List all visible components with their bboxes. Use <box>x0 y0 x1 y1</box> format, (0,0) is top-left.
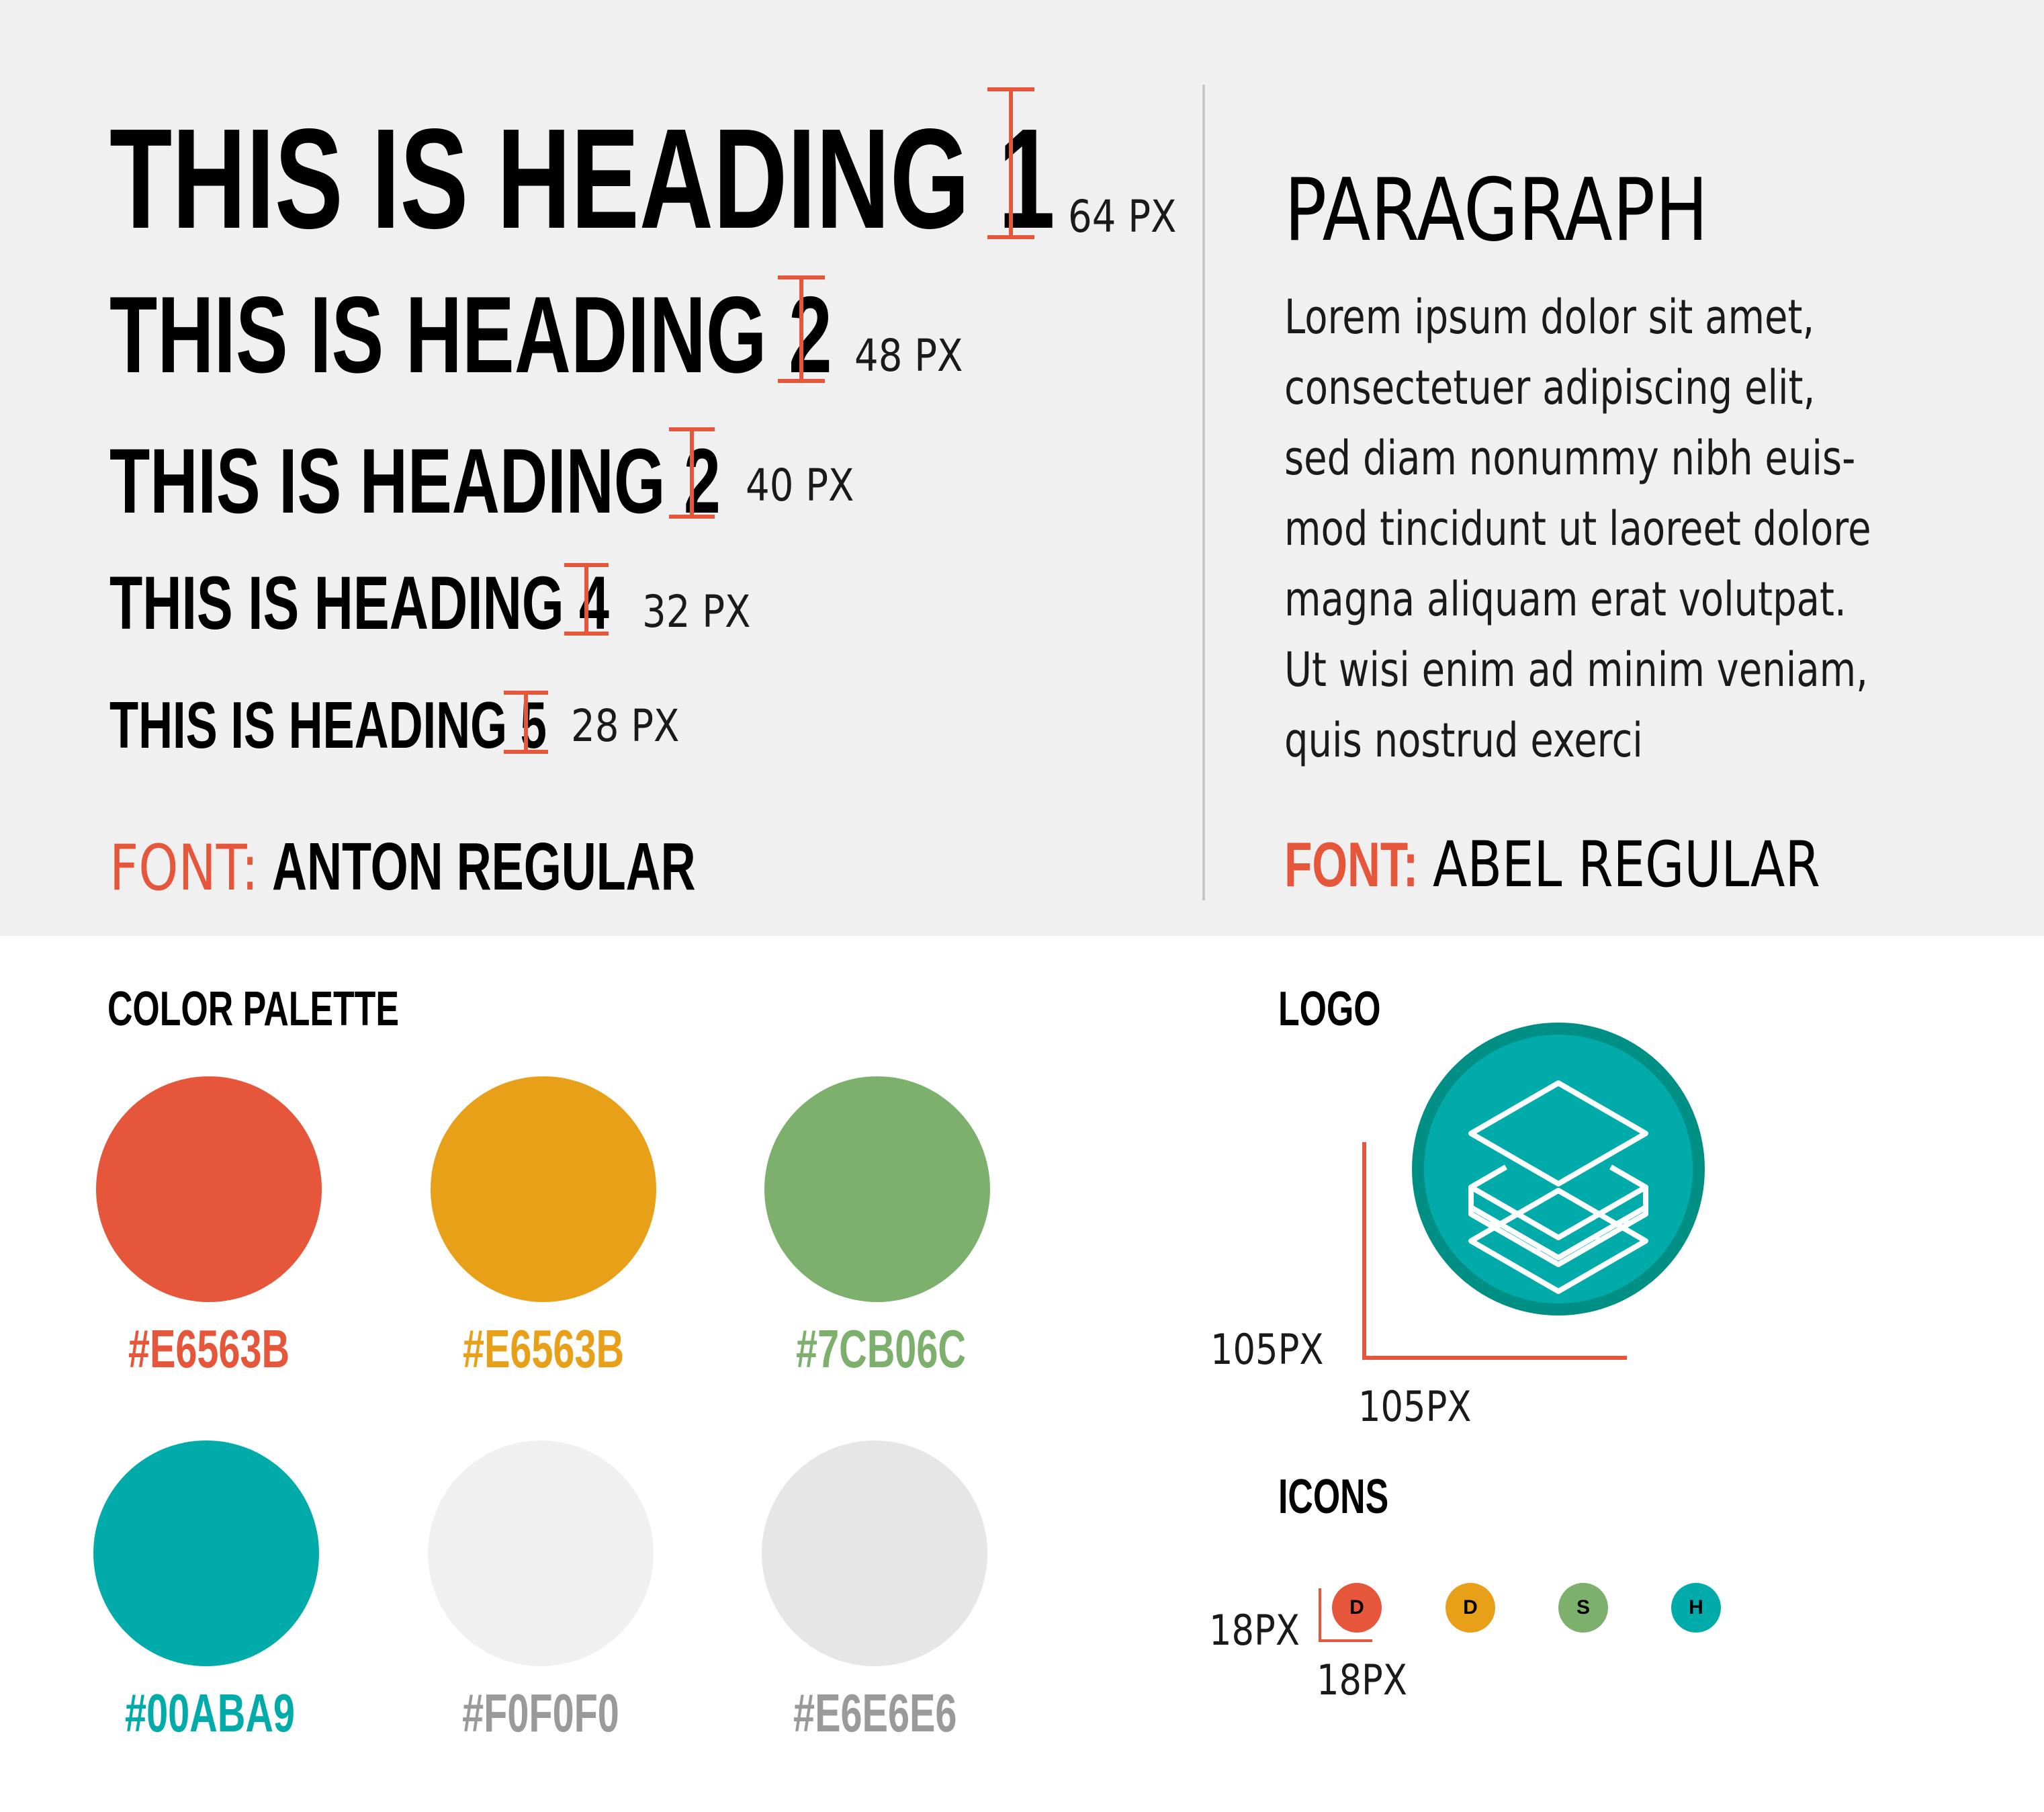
heading-1-size-label: 64 PX <box>1068 191 1177 243</box>
color-swatch-2 <box>431 1076 656 1302</box>
logo-title: LOGO <box>1278 982 1381 1036</box>
color-swatch-5 <box>428 1440 654 1666</box>
color-swatch-1-hex: #E6563B <box>128 1319 290 1379</box>
heading-font-prefix: FONT: <box>109 832 259 905</box>
paragraph-font-name: ABEL REGULAR <box>1433 828 1820 902</box>
color-swatch-3-hex: #7CB06C <box>796 1319 966 1379</box>
logo-width-guide <box>1362 1142 1366 1360</box>
paragraph-title: PARAGRAPH <box>1284 161 1709 261</box>
heading-font-name: ANTON REGULAR <box>271 829 696 904</box>
color-swatch-4 <box>93 1440 319 1666</box>
icon-width-guide <box>1319 1639 1372 1642</box>
color-swatch-6 <box>762 1440 987 1666</box>
color-palette-title: COLOR PALETTE <box>107 982 399 1036</box>
icon-s-green: S <box>1558 1583 1608 1633</box>
heading-4-size-marker <box>564 563 609 636</box>
heading-2-sample: THIS IS HEADING 2 <box>109 274 832 396</box>
icon-d-red-letter: D <box>1349 1596 1364 1619</box>
icons-title: ICONS <box>1278 1470 1389 1524</box>
icon-d-orange: D <box>1446 1583 1495 1633</box>
heading-5-sample: THIS IS HEADING 5 <box>109 688 547 762</box>
heading-1-sample: THIS IS HEADING 1 <box>109 99 1055 258</box>
color-swatch-1 <box>96 1076 322 1302</box>
heading-4-sample: THIS IS HEADING 4 <box>109 561 609 645</box>
icon-height-label: 18PX <box>1209 1606 1300 1655</box>
logo-width-label: 105PX <box>1358 1382 1472 1431</box>
column-divider <box>1202 85 1205 900</box>
heading-2-size-label: 48 PX <box>854 330 963 382</box>
color-swatch-6-hex: #E6E6E6 <box>793 1683 957 1743</box>
color-swatch-2-hex: #E6563B <box>462 1319 625 1379</box>
heading-3-sample: THIS IS HEADING 2 <box>109 430 721 533</box>
icon-h-teal-letter: H <box>1689 1596 1703 1619</box>
icon-s-green-letter: S <box>1576 1596 1590 1619</box>
paragraph-font-prefix: FONT: <box>1284 829 1419 900</box>
layers-icon <box>1412 1023 1705 1315</box>
icon-height-guide <box>1319 1588 1321 1642</box>
heading-2-size-marker <box>778 275 825 383</box>
heading-1-size-marker <box>987 87 1034 239</box>
icon-width-label: 18PX <box>1317 1655 1407 1705</box>
typography-panel <box>0 0 2044 936</box>
color-swatch-3 <box>764 1076 990 1302</box>
color-swatch-4-hex: #00ABA9 <box>125 1683 295 1743</box>
logo-height-label: 105PX <box>1210 1325 1324 1374</box>
paragraph-font-line: FONT: ABEL REGULAR <box>1284 833 1917 897</box>
heading-5-size-label: 28 PX <box>571 700 680 752</box>
heading-font-line: FONT: ANTON REGULAR <box>109 833 860 900</box>
heading-3-size-label: 40 PX <box>746 460 854 511</box>
icon-d-red: D <box>1332 1583 1382 1633</box>
heading-3-size-marker <box>669 427 715 519</box>
logo-height-guide <box>1362 1356 1627 1360</box>
heading-4-size-label: 32 PX <box>642 586 751 638</box>
color-swatch-5-hex: #F0F0F0 <box>462 1683 619 1743</box>
icon-h-teal: H <box>1671 1583 1721 1633</box>
heading-5-size-marker <box>504 691 548 754</box>
icon-d-orange-letter: D <box>1463 1596 1478 1619</box>
paragraph-sample-text: Lorem ipsum dolor sit amet, consectetuer… <box>1284 290 1871 768</box>
